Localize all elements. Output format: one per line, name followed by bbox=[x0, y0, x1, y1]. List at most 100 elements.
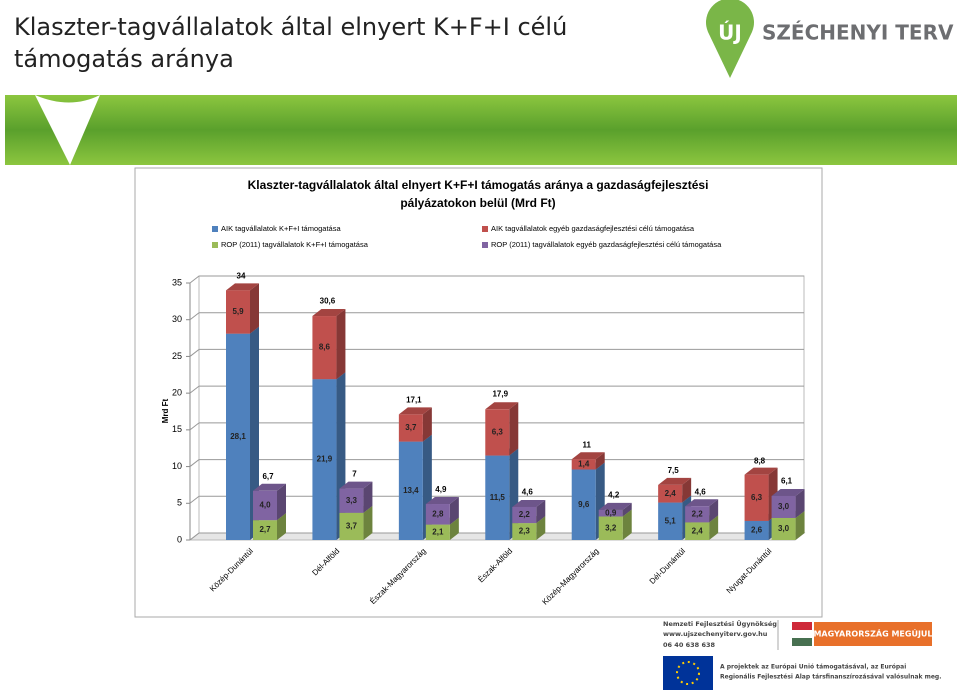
chart-title: pályázatokon belül (Mrd Ft) bbox=[400, 196, 555, 210]
bar-top bbox=[339, 481, 373, 489]
green-band bbox=[5, 95, 957, 165]
eu-stars bbox=[676, 661, 700, 685]
data-label: 5,9 bbox=[232, 307, 244, 316]
chart-title: Klaszter-tagvállalatok által elnyert K+F… bbox=[248, 178, 709, 192]
slide-title: Klaszter-tagvállalatok által elnyert K+F… bbox=[14, 13, 567, 41]
bar bbox=[425, 504, 450, 525]
bar bbox=[685, 506, 710, 523]
legend-label: AIK tagvállalatok K+F+I támogatása bbox=[221, 224, 341, 233]
total-label: 11 bbox=[582, 440, 591, 449]
bar-side bbox=[422, 407, 432, 442]
bar-top bbox=[312, 309, 346, 317]
data-label: 9,6 bbox=[578, 500, 590, 509]
bar-side bbox=[277, 513, 286, 540]
grid-line bbox=[189, 459, 200, 467]
data-label: 6,3 bbox=[751, 493, 763, 502]
data-label: 2,7 bbox=[259, 525, 271, 534]
data-label: 11,5 bbox=[490, 493, 506, 502]
data-label: 3,0 bbox=[778, 524, 790, 533]
y-tick-label: 20 bbox=[172, 388, 182, 398]
grid-line bbox=[189, 312, 200, 321]
eu-note: A projektek az Európai Unió támogatásáva… bbox=[720, 664, 906, 671]
y-tick-label: 10 bbox=[172, 461, 182, 471]
bar-top bbox=[571, 452, 605, 460]
bar bbox=[425, 524, 450, 540]
total-label: 4,9 bbox=[435, 485, 447, 494]
bar-side bbox=[449, 497, 459, 525]
data-label: 4,0 bbox=[259, 501, 271, 510]
total-label: 30,6 bbox=[320, 296, 336, 305]
bar-top bbox=[485, 402, 519, 410]
band-notch bbox=[35, 95, 100, 165]
y-axis-label: Mrd Ft bbox=[161, 398, 170, 423]
bar-side bbox=[709, 515, 719, 540]
bar bbox=[598, 516, 623, 540]
data-label: 3,2 bbox=[605, 523, 617, 532]
data-label: 0,9 bbox=[605, 508, 617, 517]
legend-swatch bbox=[212, 226, 218, 232]
bar-side bbox=[363, 481, 373, 513]
bar-side bbox=[536, 516, 546, 540]
data-label: 1,4 bbox=[578, 459, 590, 468]
footer: Nemzeti Fejlesztési Ügynökség www.ujszec… bbox=[663, 619, 942, 690]
bar bbox=[226, 290, 250, 334]
total-label: 4,2 bbox=[608, 490, 620, 499]
data-label: 2,3 bbox=[519, 527, 531, 536]
grid-line bbox=[189, 349, 200, 357]
data-label: 2,1 bbox=[432, 527, 444, 536]
bar-side bbox=[363, 505, 373, 540]
total-label: 8,8 bbox=[754, 456, 766, 465]
total-label: 4,6 bbox=[522, 487, 534, 496]
footer-url: www.ujszechenyiterv.gov.hu bbox=[663, 630, 768, 638]
bar bbox=[685, 522, 710, 540]
legend-label: ROP (2011) tagvállalatok egyéb gazdaságf… bbox=[491, 240, 722, 249]
bar-side bbox=[250, 283, 259, 334]
footer-phone: 06 40 638 638 bbox=[663, 641, 715, 649]
bar-side bbox=[536, 499, 546, 524]
legend-swatch bbox=[212, 242, 218, 248]
bar bbox=[312, 316, 337, 380]
data-label: 2,4 bbox=[692, 526, 704, 535]
data-label: 3,7 bbox=[405, 423, 417, 432]
logo-text: SZÉCHENYI TERV bbox=[762, 21, 954, 45]
data-label: 2,4 bbox=[665, 489, 677, 498]
bar-side bbox=[795, 510, 805, 540]
bar-side bbox=[682, 477, 692, 503]
data-label: 28,1 bbox=[230, 432, 246, 441]
bar bbox=[485, 409, 510, 456]
bar-top bbox=[226, 283, 259, 291]
footer-agency: Nemzeti Fejlesztési Ügynökség bbox=[663, 619, 777, 628]
y-tick-label: 5 bbox=[177, 498, 182, 508]
y-tick-label: 0 bbox=[177, 534, 182, 544]
data-label: 8,6 bbox=[319, 343, 331, 352]
bar bbox=[253, 490, 277, 521]
bar bbox=[658, 502, 683, 540]
bar-top bbox=[771, 488, 805, 496]
bar-side bbox=[795, 488, 805, 518]
bar-side bbox=[509, 402, 519, 456]
data-label: 6,3 bbox=[492, 428, 504, 437]
data-label: 3,0 bbox=[778, 502, 790, 511]
legend-swatch bbox=[482, 226, 488, 232]
data-label: 5,1 bbox=[665, 516, 677, 525]
bar bbox=[744, 520, 769, 540]
data-label: 3,7 bbox=[346, 522, 358, 531]
data-label: 13,4 bbox=[403, 486, 419, 495]
bar bbox=[771, 495, 796, 518]
bar bbox=[398, 414, 423, 442]
bar bbox=[339, 488, 364, 513]
bar bbox=[312, 379, 337, 540]
bar-side bbox=[449, 517, 459, 540]
bar bbox=[598, 509, 623, 517]
data-label: 21,9 bbox=[317, 455, 333, 464]
bar bbox=[571, 459, 596, 470]
eu-note: Regionális Fejlesztési Alap társfinanszí… bbox=[720, 674, 942, 681]
legend-label: AIK tagvállalatok egyéb gazdaságfejleszt… bbox=[491, 224, 695, 233]
bar bbox=[771, 517, 796, 540]
bar-top bbox=[425, 497, 459, 505]
grid-line bbox=[189, 275, 200, 284]
bar-side bbox=[336, 309, 346, 380]
total-label: 7,5 bbox=[668, 466, 680, 475]
bar bbox=[226, 333, 250, 540]
